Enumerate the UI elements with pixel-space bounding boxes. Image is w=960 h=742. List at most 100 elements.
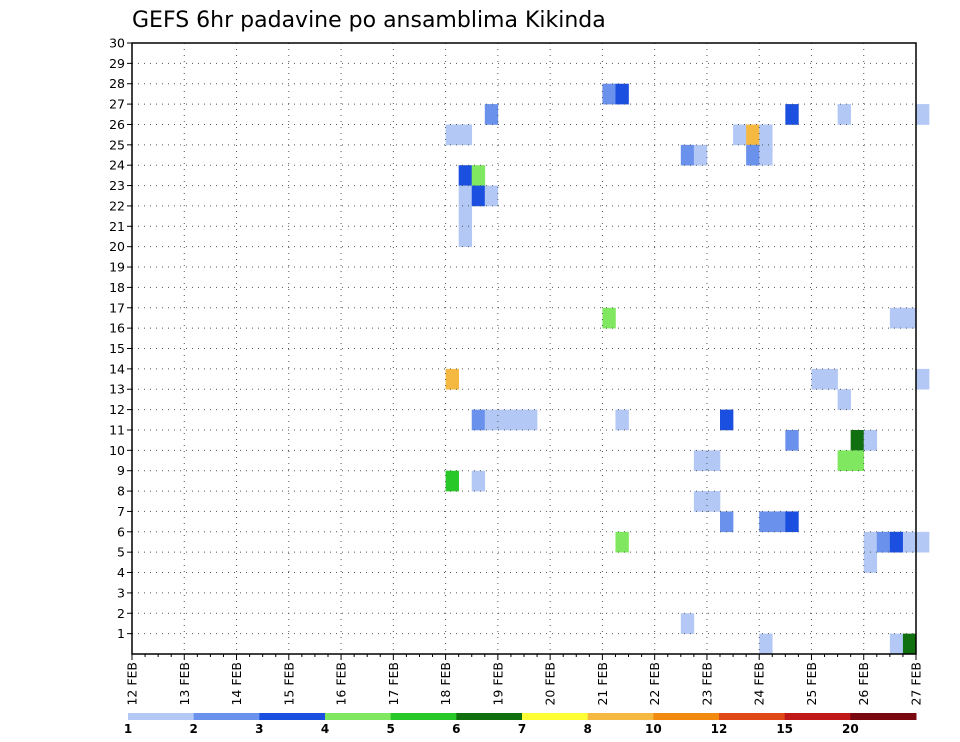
heatmap-cell — [759, 633, 773, 655]
heatmap-cell — [458, 226, 473, 247]
x-tick-label: 15 FEB — [281, 662, 296, 706]
x-axis: 12 FEB 13 FEB 14 FEB 15 FEB 16 FEB 17 FEB 18 F… — [125, 654, 924, 706]
heatmap-cell — [837, 389, 851, 410]
x-tick-label: 12 FEB — [125, 662, 140, 706]
heatmap-cell — [471, 185, 486, 207]
heatmap-cell — [615, 83, 629, 105]
legend-label: 8 — [583, 722, 591, 736]
y-tick-label: 16 — [109, 321, 125, 336]
heatmap-cell — [863, 531, 878, 553]
y-tick-label: 28 — [109, 76, 125, 91]
chart-title: GEFS 6hr padavine po ansamblima Kikinda — [132, 8, 606, 33]
heatmap-cell — [484, 104, 499, 125]
heatmap-cell — [484, 185, 499, 207]
heatmap-cell — [680, 613, 695, 634]
heatmap-cell — [902, 531, 917, 553]
heatmap-cell — [902, 307, 917, 329]
heatmap-cell — [458, 165, 473, 186]
heatmap-cell — [471, 409, 486, 431]
heatmap-cell — [445, 124, 459, 146]
heatmap-cell — [759, 144, 773, 166]
y-tick-label: 10 — [109, 443, 125, 458]
y-tick-label: 3 — [117, 585, 125, 600]
x-tick-label: 16 FEB — [334, 662, 349, 706]
heatmap-cell — [693, 144, 708, 166]
y-tick-label: 14 — [109, 361, 125, 376]
heatmap-cell — [458, 185, 473, 207]
legend-color-swatch — [719, 713, 786, 720]
y-tick-label: 12 — [109, 402, 125, 417]
heatmap-cell — [471, 165, 486, 186]
x-tick-label: 25 FEB — [804, 662, 819, 706]
heatmap-cell — [693, 491, 708, 512]
y-tick-label: 9 — [117, 463, 125, 478]
y-tick-label: 19 — [109, 260, 125, 275]
y-axis: 1234567891011121314151617181920212223242… — [109, 36, 132, 641]
x-tick-label: 24 FEB — [752, 662, 767, 706]
legend-color-swatch — [193, 713, 260, 720]
legend-color-swatch — [259, 713, 326, 720]
x-tick-label: 26 FEB — [856, 662, 871, 706]
legend-label: 6 — [452, 722, 460, 736]
y-tick-label: 2 — [117, 606, 125, 621]
legend-color-swatch — [587, 713, 654, 720]
heatmap-cell — [445, 368, 459, 390]
heatmap-cell — [759, 511, 773, 533]
y-tick-label: 5 — [117, 545, 125, 560]
heatmap-cell — [524, 409, 538, 431]
heatmap-cell — [889, 633, 904, 655]
heatmap-cell — [824, 368, 838, 390]
y-tick-label: 29 — [109, 56, 125, 71]
heatmap-cell — [445, 470, 459, 492]
y-tick-label: 23 — [109, 178, 125, 193]
legend-color-swatch — [128, 713, 195, 720]
y-tick-label: 11 — [109, 422, 125, 437]
heatmap-cell — [850, 429, 865, 451]
y-tick-label: 15 — [109, 341, 125, 356]
heatmap-cell — [811, 368, 825, 390]
y-tick-label: 17 — [109, 300, 125, 315]
y-tick-label: 13 — [109, 382, 125, 397]
heatmap-cell — [889, 531, 904, 553]
x-tick-label: 22 FEB — [647, 662, 662, 706]
heatmap-cell — [785, 429, 799, 451]
heatmap-cells — [445, 83, 930, 655]
heatmap-cell — [902, 633, 917, 655]
heatmap-cell — [706, 450, 721, 471]
legend-label: 2 — [189, 722, 197, 736]
heatmap-cell — [837, 104, 851, 125]
heatmap-cell — [720, 511, 734, 533]
legend-label: 3 — [255, 722, 263, 736]
y-tick-label: 8 — [117, 484, 125, 499]
x-tick-label: 14 FEB — [229, 662, 244, 706]
x-tick-label: 18 FEB — [438, 662, 453, 706]
heatmap-cell — [484, 409, 499, 431]
color-legend: 1 2 3 4 5 6 7 8 10 12 15 20 — [124, 713, 917, 736]
heatmap-cell — [916, 104, 930, 125]
legend-label: 1 — [124, 722, 132, 736]
legend-label: 5 — [386, 722, 394, 736]
legend-label: 7 — [518, 722, 526, 736]
y-tick-label: 7 — [117, 504, 125, 519]
heatmap-cell — [850, 450, 865, 471]
heatmap-cell — [863, 429, 878, 451]
heatmap-cell — [837, 450, 851, 471]
y-tick-label: 18 — [109, 280, 125, 295]
y-tick-label: 26 — [109, 117, 125, 132]
legend-label: 12 — [711, 722, 728, 736]
heatmap-cell — [746, 124, 760, 146]
heatmap-cell — [510, 409, 525, 431]
heatmap-cell — [458, 124, 473, 146]
heatmap-cell — [746, 144, 760, 166]
legend-color-swatch — [390, 713, 457, 720]
legend-color-swatch — [456, 713, 523, 720]
heatmap-cell — [680, 144, 695, 166]
y-tick-label: 22 — [109, 198, 125, 213]
heatmap-cell — [876, 531, 891, 553]
y-tick-label: 4 — [117, 565, 125, 580]
y-tick-label: 20 — [109, 239, 125, 254]
legend-color-swatch — [522, 713, 589, 720]
y-tick-label: 1 — [117, 626, 125, 641]
heatmap-cell — [785, 104, 799, 125]
y-tick-label: 6 — [117, 524, 125, 539]
